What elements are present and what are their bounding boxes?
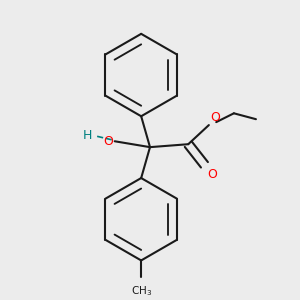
Text: O: O	[207, 168, 217, 181]
Text: CH$_3$: CH$_3$	[130, 284, 152, 298]
Text: O: O	[210, 111, 220, 124]
Text: H: H	[83, 129, 93, 142]
Text: O: O	[103, 135, 113, 148]
